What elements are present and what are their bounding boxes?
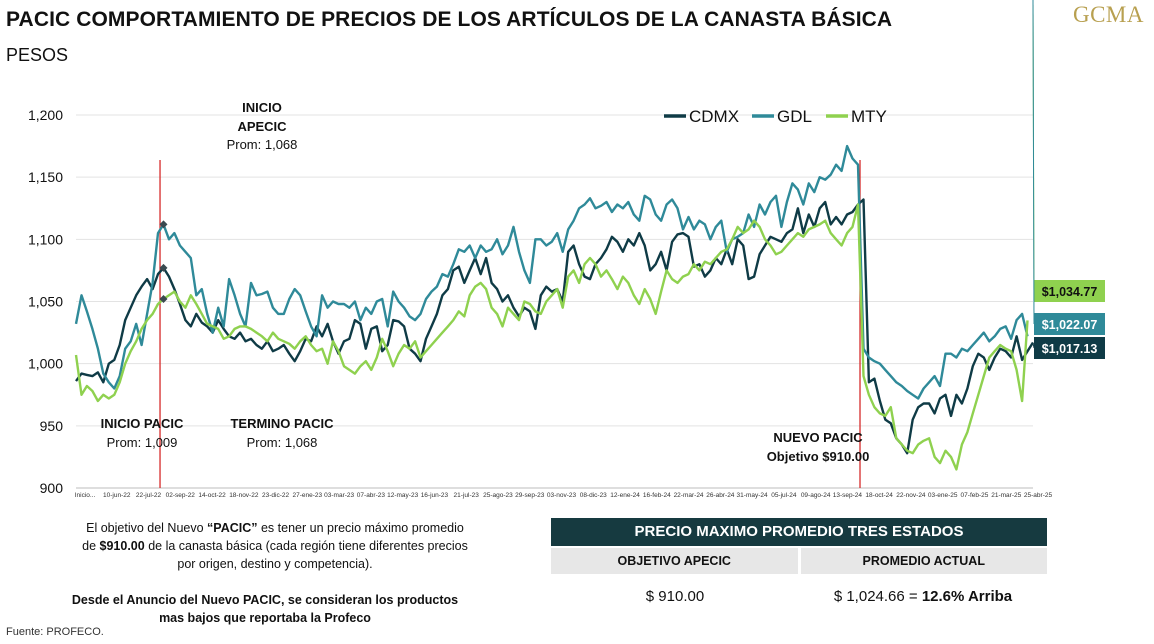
- x-tick-label: 07-feb-25: [961, 492, 989, 499]
- annotation-inicio-apecic: APECIC: [237, 119, 287, 134]
- x-tick-label: 16-jun-23: [421, 492, 449, 499]
- note-text: El objetivo del Nuevo: [86, 521, 208, 535]
- note-text: de: [82, 539, 100, 553]
- y-tick-label: 1,050: [28, 294, 63, 310]
- x-tick-label: 22-jul-22: [136, 492, 162, 499]
- x-tick-label: 12-ene-24: [610, 492, 640, 499]
- value-badge-label: $1,022.07: [1042, 318, 1098, 332]
- table-header-row: OBJETIVO APECIC PROMEDIO ACTUAL: [551, 548, 1047, 574]
- annotation-termino-pacic: TERMINO PACIC: [230, 416, 334, 431]
- x-tick-label: 03-ene-25: [928, 492, 958, 499]
- annotation-nuevo-pacic: NUEVO PACIC: [773, 430, 863, 445]
- marker-mty: [159, 295, 168, 304]
- note-target: $910.00: [99, 539, 145, 553]
- profeco-note: Desde el Anuncio del Nuevo PACIC, se con…: [40, 591, 490, 627]
- annotation-inicio-pacic: INICIO PACIC: [101, 416, 184, 431]
- page-title: PACIC COMPORTAMIENTO DE PRECIOS DE LOS A…: [6, 8, 893, 31]
- x-tick-label: 21-mar-25: [991, 492, 1021, 499]
- note-text: de la canasta básica (cada región tiene …: [144, 539, 468, 553]
- value-badge-mty: [1034, 280, 1105, 302]
- x-tick-label: 05-jul-24: [771, 492, 797, 499]
- table-value-promedio: $ 1,024.66 = 12.6% Arriba: [799, 582, 1047, 612]
- x-tick-label: 22-mar-24: [674, 492, 704, 499]
- y-tick-label: 1,150: [28, 169, 63, 185]
- page-subtitle: PESOS: [6, 45, 69, 65]
- x-tick-label: Inicio...: [75, 492, 96, 499]
- note-text: es tener un precio máximo promedio: [257, 521, 464, 535]
- annotation-inicio-pacic-prom: Prom: 1,009: [107, 435, 178, 450]
- annotation-nuevo-pacic-obj: Objetivo $910.00: [767, 449, 870, 464]
- annotation-inicio-apecic-prom: Prom: 1,068: [227, 137, 298, 152]
- annotation-termino-pacic-prom: Prom: 1,068: [247, 435, 318, 450]
- x-tick-label: 27-ene-23: [293, 492, 323, 499]
- note-text: por origen, destino y competencia).: [177, 557, 373, 571]
- x-tick-label: 26-abr-24: [706, 492, 735, 499]
- marker-gdl: [159, 220, 168, 229]
- series-line-cdmx: [75, 198, 1035, 455]
- legend-label-gdl: GDL: [777, 107, 812, 126]
- x-tick-label: 12-may-23: [387, 492, 418, 499]
- source-note: Fuente: PROFECO.: [6, 626, 104, 638]
- note-pacic: “PACIC”: [207, 521, 258, 535]
- marker-cdmx: [159, 263, 168, 272]
- x-tick-label: 21-jul-23: [454, 492, 480, 499]
- x-tick-label: 08-dic-23: [580, 492, 607, 499]
- summary-table: PRECIO MAXIMO PROMEDIO TRES ESTADOS OBJE…: [551, 518, 1047, 612]
- x-tick-label: 25-abr-25: [1024, 492, 1053, 499]
- gcma-logo: GCMA: [1072, 2, 1144, 27]
- value-badge-label: $1,017.13: [1042, 342, 1098, 356]
- note-text: mas bajos que reportaba la Profeco: [159, 611, 371, 625]
- y-tick-label: 1,200: [28, 107, 63, 123]
- x-tick-label: 22-nov-24: [896, 492, 926, 499]
- x-tick-label: 14-oct-22: [198, 492, 226, 499]
- x-tick-label: 29-sep-23: [515, 492, 545, 499]
- value-badge-cdmx: [1034, 337, 1105, 359]
- legend-label-mty: MTY: [851, 107, 887, 126]
- x-tick-label: 07-abr-23: [357, 492, 386, 499]
- x-tick-label: 13-sep-24: [833, 492, 863, 499]
- x-tick-label: 25-ago-23: [483, 492, 513, 499]
- x-tick-label: 31-may-24: [737, 492, 768, 499]
- y-tick-label: 900: [40, 480, 64, 496]
- value-badge-label: $1,034.77: [1042, 285, 1098, 299]
- y-tick-label: 950: [40, 418, 64, 434]
- x-tick-label: 18-oct-24: [865, 492, 893, 499]
- series-line-gdl: [74, 144, 1029, 400]
- annotation-inicio-apecic: INICIO: [242, 100, 282, 115]
- value-callout-line: [1032, 342, 1035, 349]
- x-tick-label: 02-sep-22: [166, 492, 196, 499]
- x-tick-label: 10-jun-22: [103, 492, 131, 499]
- value-callout-line: [1032, 0, 1035, 325]
- legend-label-cdmx: CDMX: [689, 107, 739, 126]
- table-title: PRECIO MAXIMO PROMEDIO TRES ESTADOS: [551, 518, 1047, 546]
- table-value-diff: 12.6% Arriba: [921, 588, 1013, 605]
- objective-note: El objetivo del Nuevo “PACIC” es tener u…: [40, 519, 510, 573]
- table-value-objetivo: $ 910.00: [645, 588, 705, 605]
- table-value-row: $ 910.00 $ 1,024.66 = 12.6% Arriba: [551, 582, 1047, 612]
- x-tick-label: 16-feb-24: [643, 492, 671, 499]
- x-tick-label: 23-dic-22: [262, 492, 289, 499]
- series-line-mty: [74, 203, 1029, 471]
- x-tick-label: 18-nov-22: [229, 492, 259, 499]
- y-tick-label: 1,000: [28, 356, 63, 372]
- y-tick-label: 1,100: [28, 231, 63, 247]
- value-badge-gdl: [1034, 313, 1105, 335]
- x-tick-label: 09-ago-24: [801, 492, 831, 499]
- x-tick-label: 03-mar-23: [324, 492, 354, 499]
- note-text: Desde el Anuncio del Nuevo PACIC, se con…: [71, 593, 459, 607]
- x-tick-label: 03-nov-23: [547, 492, 577, 499]
- table-value-amount: $ 1,024.66 =: [833, 588, 922, 605]
- table-col-promedio: PROMEDIO ACTUAL: [800, 548, 1047, 574]
- table-col-objetivo: OBJETIVO APECIC: [551, 548, 798, 574]
